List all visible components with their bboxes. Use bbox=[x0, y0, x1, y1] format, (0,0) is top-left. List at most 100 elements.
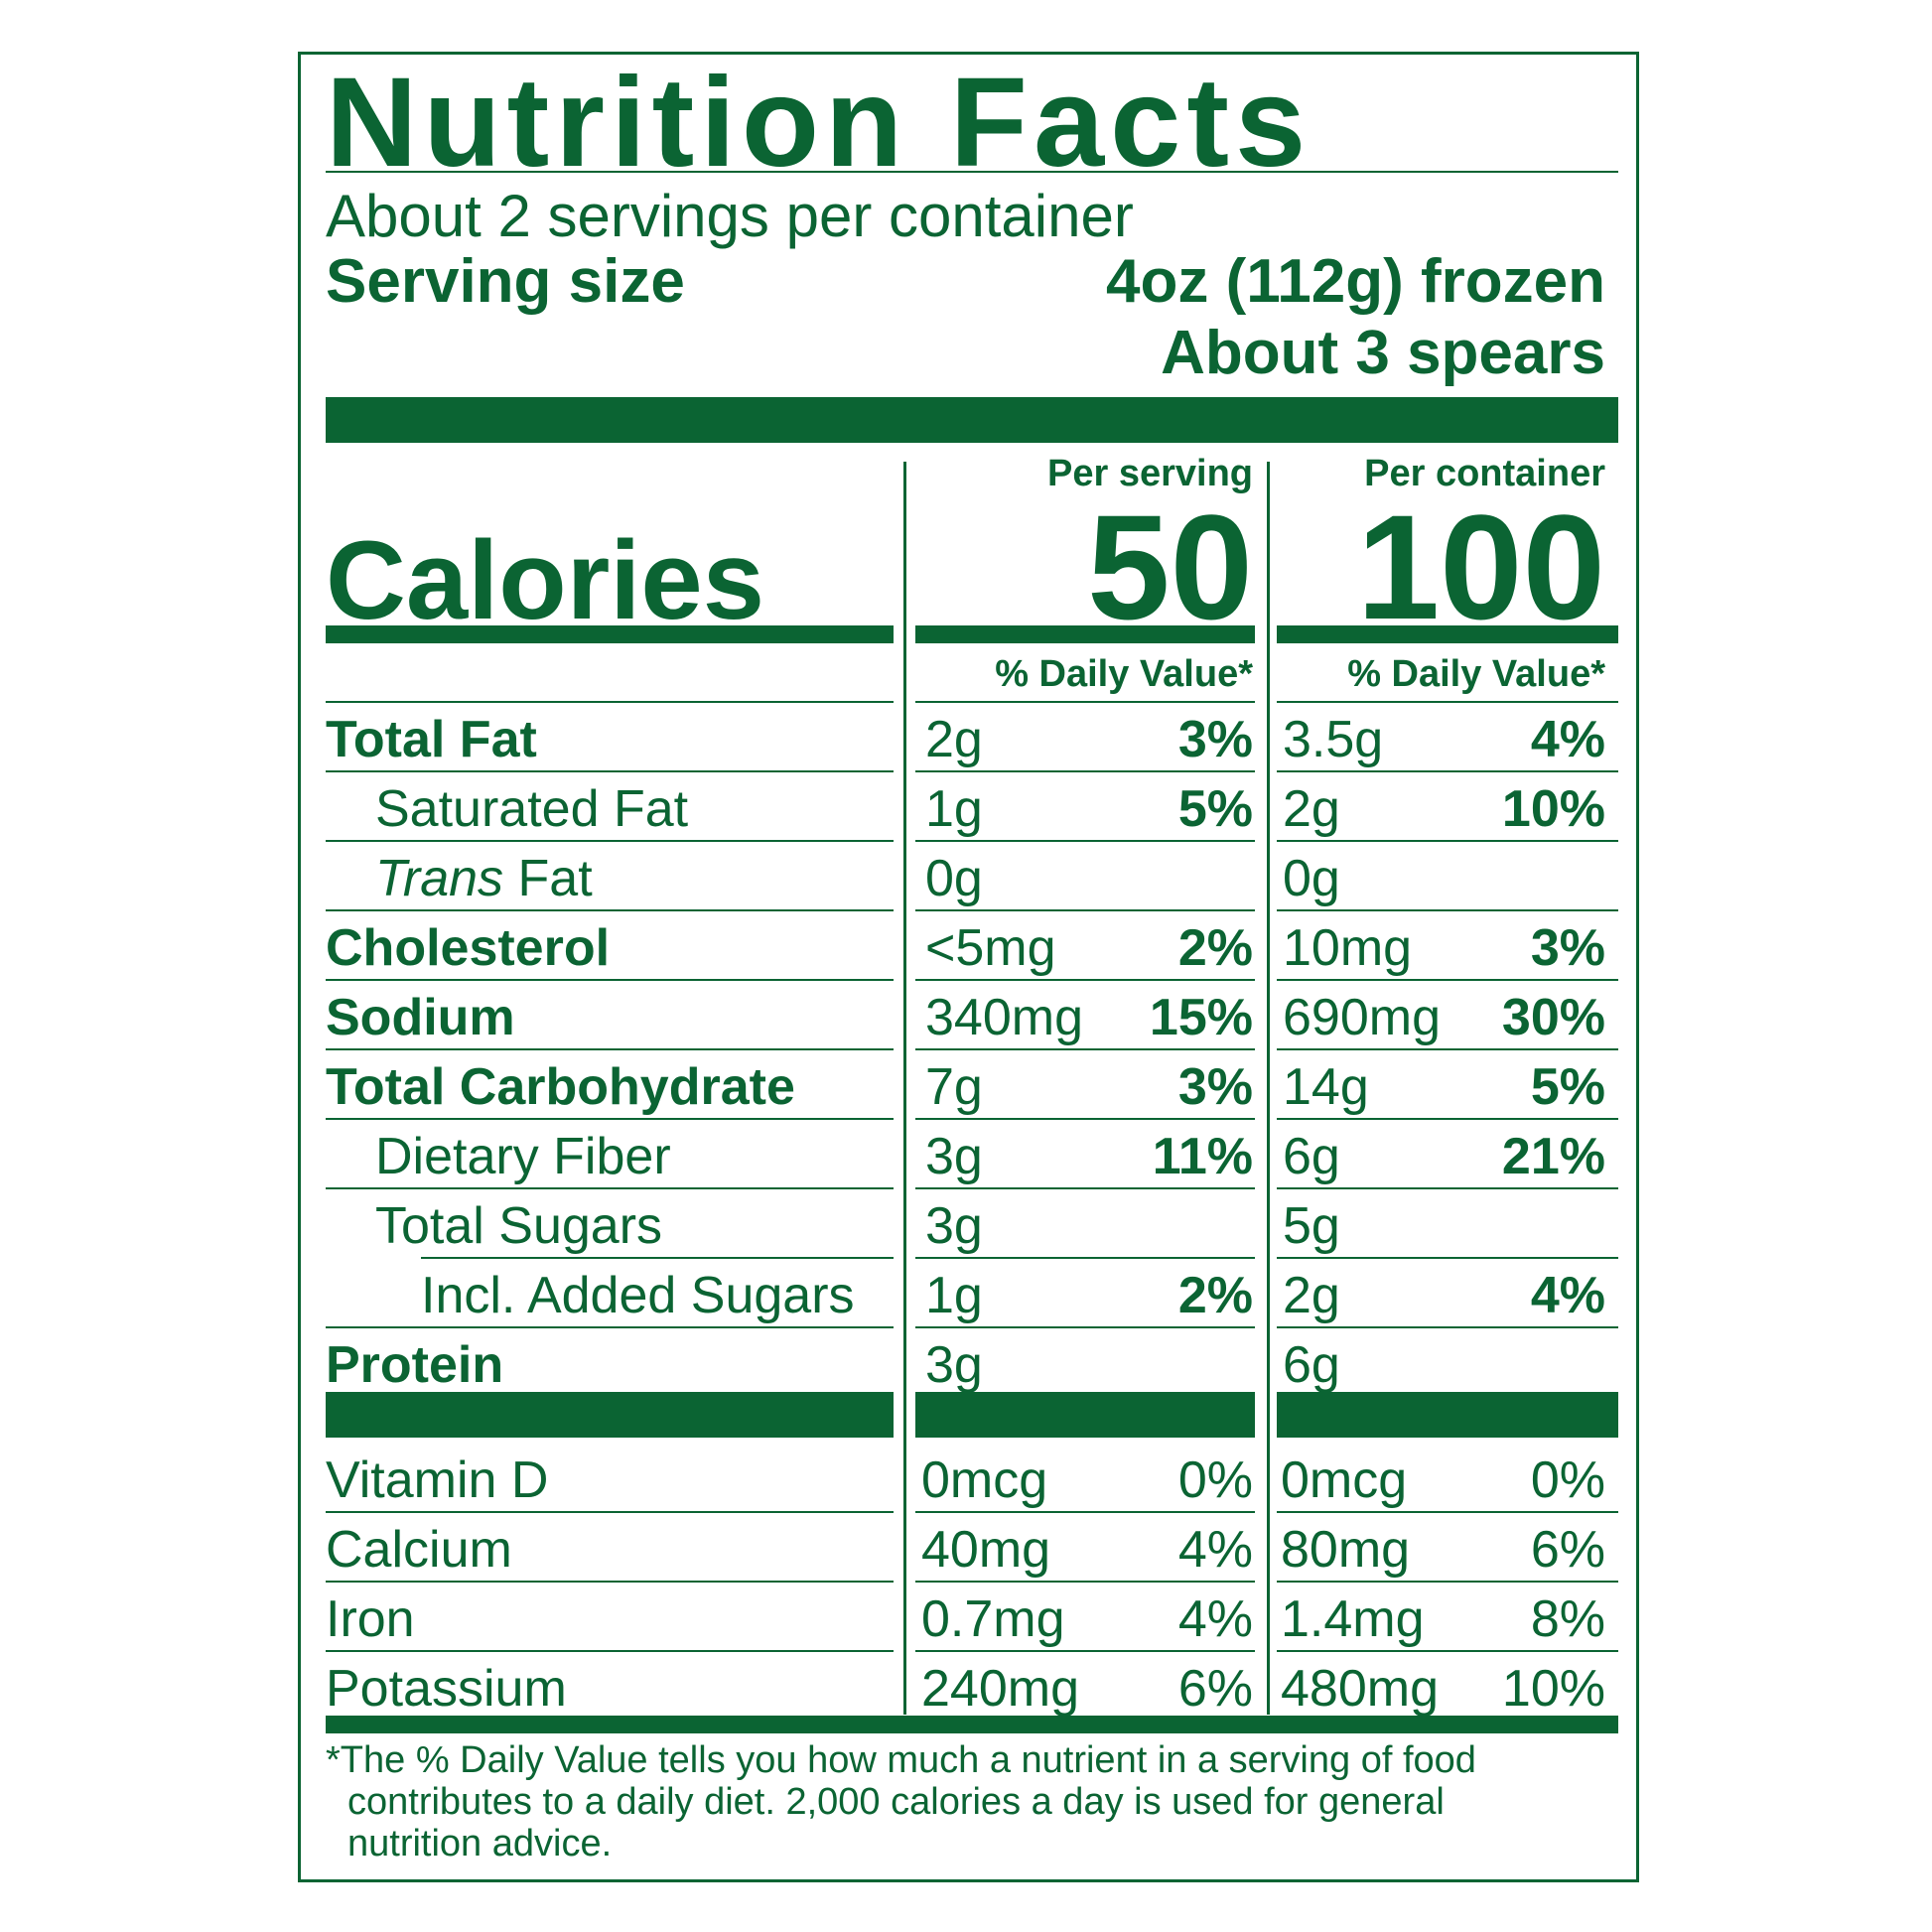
row-divider bbox=[1277, 770, 1618, 772]
vitamin-serving-daily-value: 4% bbox=[1177, 1590, 1253, 1648]
container-daily-value: 21% bbox=[1501, 1128, 1605, 1185]
vitamin-name: Calcium bbox=[326, 1521, 512, 1579]
container-amount: 10mg bbox=[1283, 919, 1413, 977]
vitamin-container-amount: 480mg bbox=[1281, 1660, 1439, 1718]
serving-daily-value: 3% bbox=[1177, 1058, 1253, 1116]
serving-daily-value: 5% bbox=[1177, 780, 1253, 838]
vitamin-container-daily-value: 8% bbox=[1530, 1590, 1605, 1648]
serving-size-value-line1: 4oz (112g) frozen bbox=[1106, 247, 1605, 316]
container-amount: 0g bbox=[1283, 850, 1340, 907]
container-amount: 6g bbox=[1283, 1128, 1340, 1185]
vitamin-container-daily-value: 6% bbox=[1530, 1521, 1605, 1579]
container-amount: 2g bbox=[1283, 1267, 1340, 1324]
serving-amount: <5mg bbox=[925, 919, 1056, 977]
serving-size-value-line2: About 3 spears bbox=[1161, 319, 1605, 387]
row-divider bbox=[326, 1048, 894, 1050]
nutrient-name: Dietary Fiber bbox=[375, 1122, 671, 1191]
vitamin-serving-amount: 40mg bbox=[921, 1521, 1051, 1579]
nutrient-name: Total Sugars bbox=[375, 1191, 662, 1261]
column-divider-2 bbox=[1267, 462, 1270, 1715]
row-divider bbox=[326, 979, 894, 981]
row-divider bbox=[915, 909, 1255, 911]
row-divider bbox=[915, 840, 1255, 842]
vitamin-serving-daily-value: 6% bbox=[1177, 1660, 1253, 1718]
nutrient-name: Sodium bbox=[326, 983, 515, 1052]
serving-daily-value: 3% bbox=[1177, 711, 1253, 768]
calories-per-serving: 50 bbox=[1087, 483, 1253, 650]
row-divider bbox=[915, 1257, 1255, 1259]
container-amount: 2g bbox=[1283, 780, 1340, 838]
vitamin-divider bbox=[1277, 1511, 1618, 1513]
row-divider bbox=[915, 1187, 1255, 1189]
vitamin-divider bbox=[326, 1650, 894, 1652]
container-amount: 14g bbox=[1283, 1058, 1369, 1116]
nutrient-name: Protein bbox=[326, 1330, 503, 1400]
vitamin-serving-amount: 0.7mg bbox=[921, 1590, 1065, 1648]
row-divider bbox=[326, 1187, 894, 1189]
row-divider bbox=[1277, 1257, 1618, 1259]
vitamin-name: Vitamin D bbox=[326, 1451, 549, 1509]
calories-per-container: 100 bbox=[1356, 483, 1605, 650]
vitamin-container-daily-value: 10% bbox=[1501, 1660, 1605, 1718]
daily-value-header-serving: % Daily Value* bbox=[995, 653, 1253, 695]
row-divider bbox=[915, 979, 1255, 981]
row-divider bbox=[421, 1257, 894, 1259]
vitamin-container-daily-value: 0% bbox=[1530, 1451, 1605, 1509]
daily-value-header-container: % Daily Value* bbox=[1347, 653, 1605, 695]
row-divider bbox=[1277, 1187, 1618, 1189]
row-divider bbox=[326, 770, 894, 772]
container-amount: 3.5g bbox=[1283, 711, 1384, 768]
serving-amount: 7g bbox=[925, 1058, 983, 1116]
row-divider bbox=[1277, 1048, 1618, 1050]
nutrient-name-text: Sodium bbox=[326, 989, 515, 1046]
container-daily-value: 4% bbox=[1530, 1267, 1605, 1324]
row-divider bbox=[1277, 1326, 1618, 1328]
container-daily-value: 30% bbox=[1501, 989, 1605, 1046]
nutrient-name-text: Fat bbox=[503, 850, 593, 907]
row-divider bbox=[326, 1326, 894, 1328]
footnote: *The % Daily Value tells you how much a … bbox=[326, 1739, 1616, 1864]
vitamin-serving-amount: 0mcg bbox=[921, 1451, 1048, 1509]
row-divider bbox=[915, 701, 1255, 703]
vitamin-container-amount: 1.4mg bbox=[1281, 1590, 1425, 1648]
nutrient-name: Total Carbohydrate bbox=[326, 1052, 795, 1122]
row-divider bbox=[326, 840, 894, 842]
vitamin-divider bbox=[1277, 1581, 1618, 1583]
vitamin-divider bbox=[915, 1581, 1255, 1583]
label-title: Nutrition Facts bbox=[326, 52, 1312, 194]
vitamin-serving-daily-value: 0% bbox=[1177, 1451, 1253, 1509]
serving-amount: 1g bbox=[925, 780, 983, 838]
serving-amount: 3g bbox=[925, 1128, 983, 1185]
footnote-line-2: contributes to a daily diet. 2,000 calor… bbox=[347, 1781, 1445, 1823]
serving-amount: 340mg bbox=[925, 989, 1083, 1046]
calories-bar-1 bbox=[326, 625, 894, 643]
nutrient-name-text: Dietary Fiber bbox=[375, 1128, 671, 1185]
serving-daily-value: 15% bbox=[1149, 989, 1253, 1046]
container-daily-value: 10% bbox=[1501, 780, 1605, 838]
nutrient-name-text: Incl. Added Sugars bbox=[421, 1267, 855, 1324]
title-underline bbox=[326, 171, 1618, 173]
nutrient-name: Incl. Added Sugars bbox=[421, 1261, 855, 1330]
serving-daily-value: 2% bbox=[1177, 1267, 1253, 1324]
nutrient-name: Total Fat bbox=[326, 705, 537, 774]
row-divider bbox=[1277, 840, 1618, 842]
column-divider-1 bbox=[903, 462, 906, 1715]
vitamin-divider bbox=[1277, 1650, 1618, 1652]
serving-amount: 3g bbox=[925, 1336, 983, 1394]
vitamin-name: Iron bbox=[326, 1590, 415, 1648]
nutrient-name: Trans Fat bbox=[375, 844, 593, 913]
serving-amount: 0g bbox=[925, 850, 983, 907]
row-divider bbox=[915, 770, 1255, 772]
vitamin-divider bbox=[915, 1511, 1255, 1513]
servings-per-container: About 2 servings per container bbox=[326, 183, 1134, 249]
serving-size-value: 4oz (112g) frozen About 3 spears bbox=[1106, 246, 1605, 389]
row-divider bbox=[326, 701, 894, 703]
vitamin-divider bbox=[326, 1511, 894, 1513]
container-daily-value: 3% bbox=[1530, 919, 1605, 977]
vitamin-name: Potassium bbox=[326, 1660, 567, 1718]
nutrient-name-italic: Trans bbox=[375, 850, 504, 907]
footnote-line-1: *The % Daily Value tells you how much a … bbox=[326, 1739, 1476, 1781]
nutrient-name-text: Total Carbohydrate bbox=[326, 1058, 795, 1116]
thick-bar-mid-1 bbox=[326, 1392, 894, 1438]
per-container-header: Per container bbox=[1364, 453, 1605, 494]
